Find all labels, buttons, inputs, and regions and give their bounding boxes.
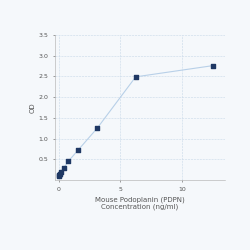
X-axis label: Mouse Podoplanin (PDPN)
Concentration (ng/ml): Mouse Podoplanin (PDPN) Concentration (n… bbox=[95, 196, 185, 210]
Point bbox=[62, 166, 66, 170]
Point bbox=[59, 170, 63, 174]
Point bbox=[76, 148, 80, 152]
Point bbox=[66, 159, 70, 163]
Point bbox=[57, 174, 61, 178]
Point bbox=[134, 75, 138, 79]
Point bbox=[58, 172, 62, 176]
Point bbox=[95, 126, 99, 130]
Point bbox=[211, 64, 215, 68]
Point bbox=[57, 173, 61, 177]
Y-axis label: OD: OD bbox=[30, 102, 36, 113]
